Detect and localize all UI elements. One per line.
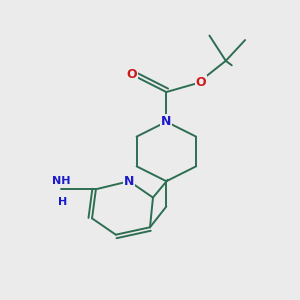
Text: O: O — [196, 76, 206, 89]
Text: N: N — [124, 175, 134, 188]
Text: NH: NH — [52, 176, 70, 186]
Text: N: N — [161, 115, 172, 128]
Text: H: H — [58, 197, 67, 207]
Text: O: O — [127, 68, 137, 81]
